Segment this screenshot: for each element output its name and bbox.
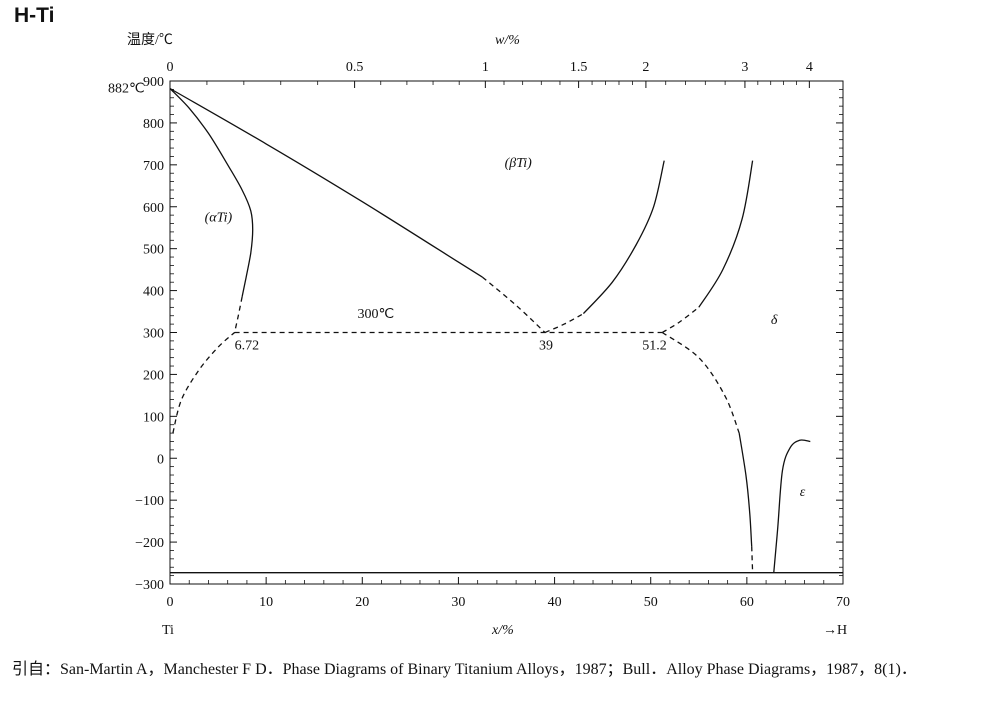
phase-region-label: (βTi) — [505, 156, 533, 171]
page-title: H-Ti — [14, 4, 55, 27]
phase-boundary-dashed — [751, 546, 754, 573]
chart-annotation: 51.2 — [642, 339, 667, 354]
chart-annotation: 6.72 — [235, 339, 260, 354]
phase-boundary-dashed — [661, 306, 700, 334]
top-tick-label: 2 — [642, 60, 649, 75]
y-tick-label: 900 — [143, 75, 164, 90]
y-tick-label: −100 — [135, 494, 164, 509]
chart-annotation: 300℃ — [357, 307, 394, 322]
citation-text: 引自：San-Martin A，Manchester F D．Phase Dia… — [12, 661, 917, 678]
top-tick-label: 0 — [167, 60, 174, 75]
top-tick-label: 1.5 — [570, 60, 588, 75]
x-tick-label: 40 — [548, 595, 562, 610]
x-tick-label: 70 — [836, 595, 850, 610]
phase-boundary-solid — [582, 160, 665, 315]
phase-boundary-dashed — [172, 332, 236, 434]
phase-boundary-dashed — [233, 296, 243, 333]
y-tick-label: 400 — [143, 285, 164, 300]
phase-boundary-solid — [169, 87, 483, 278]
y-tick-label: 200 — [143, 368, 164, 383]
y-axis-title: 温度/℃ — [127, 32, 173, 48]
chart-annotation: 39 — [539, 339, 553, 354]
chart-annotation: 882℃ — [108, 82, 145, 97]
x-tick-label: 20 — [355, 595, 369, 610]
y-tick-label: −300 — [135, 578, 164, 593]
left-element-label: Ti — [162, 623, 174, 638]
y-tick-label: 600 — [143, 201, 164, 216]
x-axis-title: x/% — [491, 623, 514, 638]
x-tick-label: 30 — [451, 595, 465, 610]
phase-boundary-dashed — [544, 313, 584, 334]
phase-boundary-solid — [169, 88, 254, 298]
phase-diagram-chart: 0 10 20 30 40 50 60 709008007006005004003002001… — [108, 32, 850, 638]
right-element-label: →H — [823, 623, 847, 638]
phase-boundary-dashed — [482, 276, 546, 333]
phase-boundary-solid — [698, 160, 754, 308]
y-tick-label: 300 — [143, 327, 164, 342]
phase-region-label: ε — [800, 485, 806, 500]
y-tick-label: −200 — [135, 536, 164, 551]
phase-region-label: δ — [771, 313, 778, 328]
y-tick-label: 500 — [143, 243, 164, 258]
y-tick-label: 0 — [157, 452, 164, 467]
top-tick-label: 1 — [482, 60, 489, 75]
x-tick-label: 0 — [167, 595, 174, 610]
top-tick-label: 3 — [741, 60, 748, 75]
top-x-axis-title: w/% — [495, 33, 520, 48]
y-tick-label: 800 — [143, 117, 164, 132]
y-tick-label: 100 — [143, 410, 164, 425]
top-tick-label: 0.5 — [346, 60, 364, 75]
x-tick-label: 10 — [259, 595, 273, 610]
x-tick-label: 60 — [740, 595, 754, 610]
phase-region-label: (αTi) — [205, 210, 233, 225]
x-tick-label: 50 — [644, 595, 658, 610]
phase-boundary-solid — [773, 439, 811, 573]
y-tick-label: 700 — [143, 159, 164, 174]
phase-boundary-solid — [738, 432, 753, 547]
phase-boundary-dashed — [661, 331, 740, 434]
top-tick-label: 4 — [806, 60, 813, 75]
